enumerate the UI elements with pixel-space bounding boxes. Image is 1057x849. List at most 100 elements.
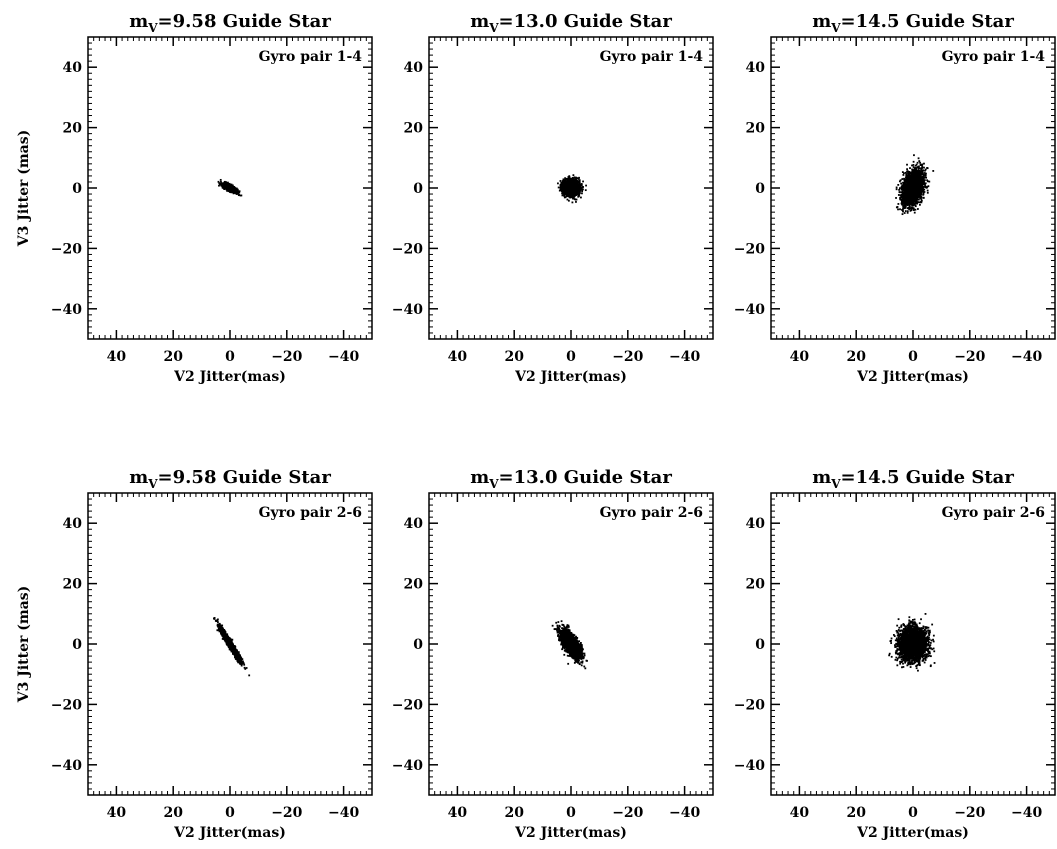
scatter-point bbox=[221, 186, 224, 189]
scatter-point bbox=[226, 190, 229, 192]
scatter-point bbox=[557, 182, 559, 185]
scatter-point bbox=[566, 198, 569, 201]
scatter-point bbox=[906, 168, 908, 171]
gyro-pair-annotation: Gyro pair 1-4 bbox=[600, 49, 704, 65]
scatter-point bbox=[236, 188, 239, 191]
scatter-point bbox=[561, 181, 564, 184]
y-axis-label: V3 Jitter (mas) bbox=[16, 130, 32, 248]
scatter-point bbox=[567, 194, 570, 196]
title-main: m bbox=[470, 11, 489, 32]
y-tick-label: −20 bbox=[734, 241, 765, 257]
chart-title: mV=13.0 Guide Star bbox=[470, 11, 672, 35]
scatter-point bbox=[226, 185, 228, 188]
scatter-point bbox=[897, 194, 900, 196]
scatter-point bbox=[228, 190, 231, 192]
scatter-point bbox=[578, 179, 581, 182]
scatter-point bbox=[570, 186, 572, 189]
chart-panel-1: 40 20 0 −20 −40 40 20 0 −20 −40 mV=9.58 Guide Star… bbox=[16, 11, 373, 385]
scatter-point bbox=[233, 192, 236, 194]
scatter-point bbox=[575, 187, 578, 190]
scatter-point bbox=[926, 189, 929, 192]
scatter-point bbox=[585, 184, 587, 187]
scatter-point bbox=[238, 190, 241, 193]
x-tick-label: −40 bbox=[669, 349, 700, 365]
scatter-point bbox=[903, 212, 906, 214]
scatter-point bbox=[218, 183, 221, 186]
y-tick-label: 20 bbox=[63, 121, 83, 137]
title-main: m bbox=[812, 11, 831, 32]
scatter-point bbox=[573, 192, 576, 195]
y-tick-label: 0 bbox=[413, 181, 423, 197]
scatter-point bbox=[224, 183, 227, 186]
scatter-point bbox=[578, 176, 580, 179]
scatter-point bbox=[219, 183, 222, 186]
scatter-point bbox=[573, 176, 576, 179]
scatter-point bbox=[565, 183, 568, 185]
scatter-point bbox=[574, 189, 577, 192]
scatter-point bbox=[561, 189, 564, 192]
scatter-point bbox=[224, 185, 227, 187]
x-tick-label: 40 bbox=[107, 349, 127, 365]
scatter-point bbox=[581, 190, 584, 193]
scatter-point bbox=[571, 193, 574, 196]
scatter-point bbox=[232, 192, 235, 195]
scatter-point bbox=[559, 188, 562, 191]
chart-title: mV=14.5 Guide Star bbox=[812, 11, 1014, 35]
scatter-point bbox=[572, 174, 575, 177]
scatter-point bbox=[899, 208, 901, 211]
scatter-point bbox=[567, 176, 570, 179]
scatter-point bbox=[231, 187, 233, 189]
title-subscript: V bbox=[488, 21, 499, 35]
title-rest: =9.58 Guide Star bbox=[158, 11, 332, 32]
y-tick-label: 0 bbox=[755, 181, 765, 197]
y-tick-label: 20 bbox=[746, 121, 766, 137]
x-tick-label: 40 bbox=[790, 349, 810, 365]
scatter-point bbox=[574, 187, 577, 190]
y-tick-label: −20 bbox=[51, 241, 82, 257]
scatter-point bbox=[575, 180, 578, 183]
scatter-point bbox=[228, 187, 231, 190]
scatter-points bbox=[557, 174, 587, 204]
x-tick-label: 0 bbox=[908, 349, 918, 365]
scatter-point bbox=[565, 195, 568, 198]
scatter-point bbox=[231, 184, 234, 187]
scatter-point bbox=[231, 190, 234, 193]
scatter-points bbox=[895, 154, 935, 216]
y-tick-label: −40 bbox=[734, 302, 765, 318]
scatter-point bbox=[575, 181, 578, 184]
scatter-point bbox=[571, 196, 573, 199]
scatter-point bbox=[219, 178, 222, 181]
scatter-point bbox=[223, 181, 226, 184]
scatter-point bbox=[579, 183, 581, 186]
scatter-point bbox=[578, 192, 581, 195]
y-tick-label: 40 bbox=[63, 60, 83, 76]
scatter-point bbox=[562, 185, 565, 188]
scatter-point bbox=[220, 184, 223, 187]
scatter-point bbox=[581, 192, 583, 195]
scatter-point bbox=[582, 180, 584, 183]
scatter-point bbox=[223, 184, 226, 186]
scatter-point bbox=[563, 183, 566, 186]
title-rest: =13.0 Guide Star bbox=[499, 11, 673, 32]
scatter-point bbox=[577, 178, 580, 180]
scatter-point bbox=[559, 180, 562, 182]
title-main: m bbox=[129, 11, 148, 32]
chart-title: mV=9.58 Guide Star bbox=[129, 11, 331, 35]
scatter-point bbox=[225, 187, 228, 189]
scatter-point bbox=[897, 184, 900, 186]
x-tick-label: −20 bbox=[271, 349, 302, 365]
scatter-point bbox=[564, 178, 567, 181]
scatter-point bbox=[580, 184, 583, 187]
scatter-point bbox=[562, 184, 564, 186]
scatter-point bbox=[579, 189, 582, 192]
scatter-point bbox=[571, 201, 574, 204]
scatter-point bbox=[566, 179, 568, 182]
scatter-point bbox=[563, 196, 566, 199]
scatter-point bbox=[580, 188, 583, 190]
scatter-point bbox=[569, 189, 572, 192]
scatter-point bbox=[235, 191, 238, 194]
scatter-point bbox=[235, 187, 237, 190]
y-tick-label: −40 bbox=[392, 302, 423, 318]
scatter-point bbox=[229, 186, 232, 188]
scatter-point bbox=[217, 180, 220, 183]
